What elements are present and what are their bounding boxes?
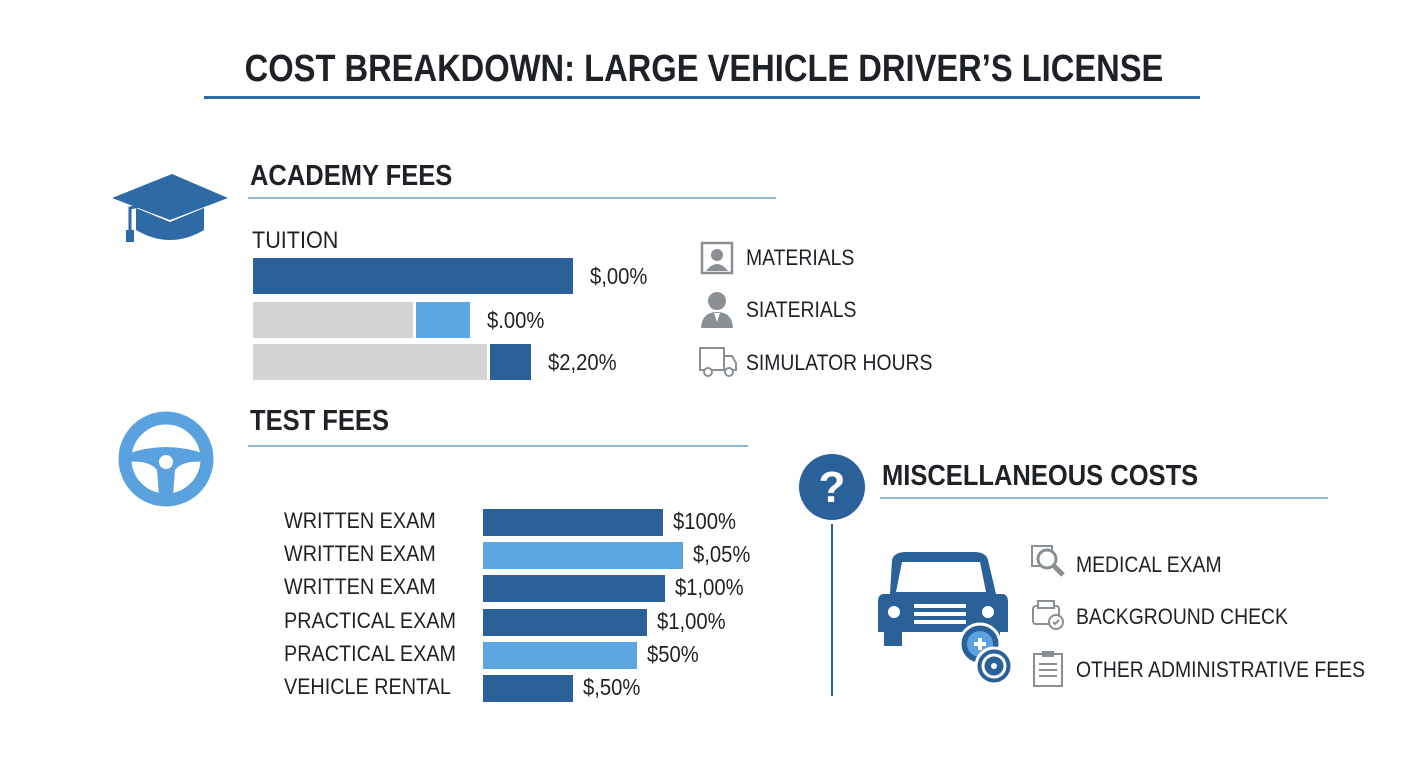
vehicle-icon (876, 548, 1022, 688)
test-bar (483, 542, 683, 570)
test-bar (483, 608, 647, 636)
svg-text:?: ? (819, 463, 846, 512)
test-category-label: PRACTICAL EXAM (284, 607, 457, 633)
test-value-label: $1,00% (675, 574, 744, 601)
test-heading: TEST FEES (250, 405, 389, 437)
academy-bar-segment (253, 344, 487, 380)
misc-item-label: MEDICAL EXAM (1076, 552, 1222, 577)
misc-divider (831, 524, 833, 696)
test-value-label: $,05% (693, 541, 751, 568)
test-category-label: WRITTEN EXAM (284, 541, 436, 567)
title-underline (204, 96, 1200, 99)
page-title: COST BREAKDOWN: LARGE VEHICLE DRIVER’S L… (244, 48, 1164, 90)
test-category-label: WRITTEN EXAM (284, 574, 436, 600)
academy-bar-segment (416, 302, 471, 338)
test-category-label: VEHICLE RENTAL (284, 674, 451, 699)
test-category-label: PRACTICAL EXAM (284, 640, 457, 666)
test-value-label: $1,00% (657, 607, 726, 634)
misc-underline (880, 497, 1328, 499)
academy-item-label: SIATERIALS (746, 297, 857, 322)
test-bar (483, 575, 665, 603)
test-value-label: $50% (647, 640, 699, 667)
academy-item-label: SIMULATOR HOURS (746, 350, 933, 375)
academy-heading: ACADEMY FEES (250, 160, 453, 192)
academy-bar-segment (253, 302, 413, 338)
test-value-label: $,50% (583, 674, 641, 700)
academy-item-label: MATERIALS (746, 245, 855, 270)
magnifier-icon (1030, 542, 1066, 578)
misc-heading: MISCELLANEOUS COSTS (882, 460, 1199, 492)
person-icon (700, 290, 734, 328)
test-bar (483, 675, 573, 702)
test-category-label: WRITTEN EXAM (284, 508, 436, 533)
misc-item-label: BACKGROUND CHECK (1076, 604, 1288, 629)
clipboard-icon (1032, 650, 1064, 688)
truck-icon (698, 344, 738, 378)
misc-item-label: OTHER ADMINISTRATIVE FEES (1076, 657, 1366, 682)
tuition-label: TUITION (252, 227, 339, 254)
academy-value-label: $,00% (590, 263, 648, 289)
graduation-cap-icon (110, 168, 230, 248)
test-bar (483, 641, 637, 669)
car-check-icon (1030, 598, 1066, 632)
academy-underline (248, 197, 776, 199)
test-value-label: $100% (673, 508, 737, 534)
academy-value-label: $.00% (487, 307, 545, 333)
test-underline (248, 445, 748, 447)
steering-wheel-icon (117, 410, 215, 508)
academy-bar-segment (489, 344, 532, 380)
question-icon: ? (797, 452, 867, 522)
academy-value-label: $2,20% (548, 349, 617, 375)
id-card-icon (700, 241, 734, 275)
academy-bar-segment (253, 258, 573, 294)
test-bar (483, 509, 663, 536)
